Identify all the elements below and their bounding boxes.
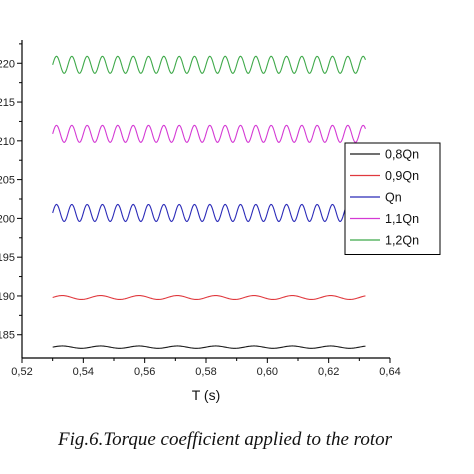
series-line-3: [52, 124, 366, 144]
x-tick-label: 0,58: [195, 366, 216, 378]
y-tick-label: 200: [0, 213, 15, 225]
legend-label: 0,9Qn: [385, 169, 419, 183]
y-tick-label: 205: [0, 175, 15, 187]
x-tick-label: 0,60: [257, 366, 278, 378]
legend: 0,8Qn 0,9Qn Qn 1,1Qn 1,2Qn: [344, 142, 441, 255]
legend-label: Qn: [385, 191, 402, 205]
y-tick-label: 210: [0, 136, 15, 148]
legend-label: 1,1Qn: [385, 212, 419, 226]
y-tick-label: 195: [0, 252, 15, 264]
x-tick-label: 0,56: [134, 366, 155, 378]
series-line-0: [52, 345, 366, 349]
y-tick-label: 215: [0, 97, 15, 109]
legend-box: [344, 142, 441, 255]
series-line-1: [52, 295, 366, 300]
x-tick-label: 0,54: [73, 366, 94, 378]
series-line-4: [52, 55, 366, 74]
figure-caption: Fig.6.Torque coefficient applied to the …: [57, 429, 393, 450]
y-tick-label: 190: [0, 291, 15, 303]
y-tick-label: 185: [0, 330, 15, 342]
x-tick-label: 0,52: [11, 366, 32, 378]
legend-label: 0,8Qn: [385, 148, 419, 162]
series-line-2: [52, 203, 366, 223]
y-tick-label: 220: [0, 58, 15, 70]
x-axis-label: T (s): [192, 387, 221, 403]
legend-label: 1,2Qn: [385, 234, 419, 248]
x-tick-label: 0,62: [318, 366, 339, 378]
x-tick-label: 0,64: [379, 366, 400, 378]
